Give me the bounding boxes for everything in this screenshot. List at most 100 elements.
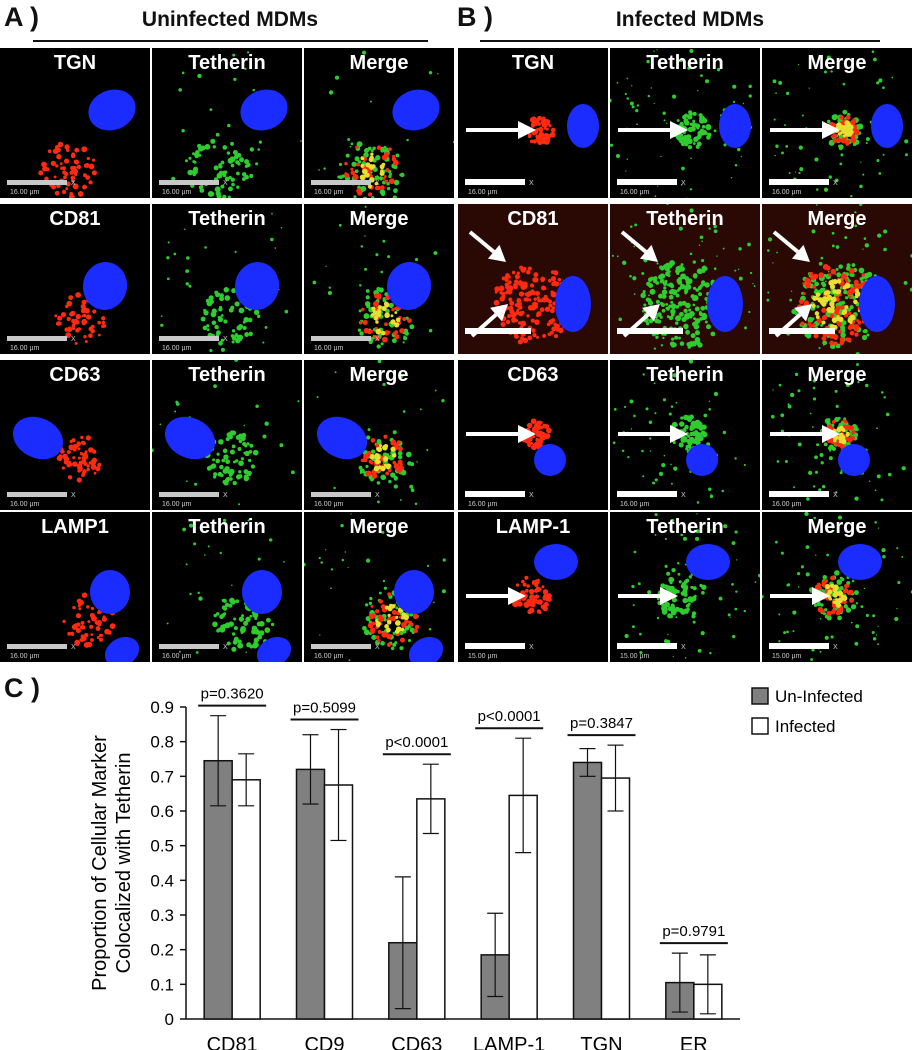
signal-dot (537, 425, 542, 430)
signal-dot (216, 628, 221, 633)
scale-bar (465, 179, 525, 185)
signal-dot (661, 603, 666, 608)
signal-dot (695, 529, 700, 534)
signal-dot (624, 92, 627, 96)
signal-dot (831, 423, 835, 427)
y-axis-label: Proportion of Cellular Marker Colocalized… (89, 735, 135, 991)
signal-dot (613, 408, 617, 411)
micrograph-b-1-tetherin: Tetherin (610, 204, 760, 354)
signal-dot (220, 314, 224, 317)
signal-dot (631, 105, 635, 109)
signal-dot (505, 284, 511, 290)
signal-dot (625, 170, 627, 172)
signal-dot (166, 622, 169, 625)
nucleus (555, 276, 591, 332)
signal-dot (639, 632, 642, 636)
signal-dot (382, 176, 386, 180)
signal-dot (541, 585, 545, 589)
signal-dot (433, 601, 435, 604)
signal-dot (834, 389, 838, 393)
signal-dot (347, 138, 351, 141)
signal-dot (534, 118, 538, 123)
signal-dot (661, 289, 668, 295)
signal-dot (398, 446, 403, 451)
y-tick-label: 0.7 (150, 767, 174, 786)
signal-dot (624, 633, 629, 639)
signal-dot (241, 172, 247, 177)
signal-dot (524, 588, 529, 593)
signal-dot (81, 299, 87, 305)
signal-dot (653, 347, 657, 350)
signal-dot (344, 172, 350, 178)
signal-dot (834, 178, 839, 183)
signal-dot (534, 305, 539, 309)
signal-dot (824, 418, 831, 424)
nucleus (871, 104, 903, 148)
signal-dot (90, 464, 97, 470)
signal-dot (262, 341, 265, 344)
signal-dot (633, 293, 636, 295)
signal-dot (152, 448, 154, 453)
signal-dot (374, 181, 379, 186)
signal-dot (696, 141, 702, 147)
signal-dot (399, 328, 405, 334)
signal-dot (338, 162, 343, 167)
signal-dot (398, 607, 402, 612)
signal-dot (797, 442, 802, 447)
tile-label-tetherin: Tetherin (646, 364, 724, 386)
signal-dot (371, 195, 375, 198)
signal-dot (813, 333, 819, 339)
signal-dot (361, 50, 367, 55)
signal-dot (853, 128, 860, 135)
scale-label: 15.00 µm (468, 653, 498, 660)
signal-dot (210, 463, 217, 469)
signal-dot (83, 335, 87, 339)
bar-un-infected-cd9 (295, 768, 326, 1020)
y-tick-label: 0.8 (150, 733, 174, 752)
signal-dot (212, 475, 217, 479)
signal-dot (357, 185, 361, 190)
signal-dot (852, 604, 857, 608)
tile-label-tetherin: Tetherin (646, 52, 724, 74)
signal-dot (875, 634, 878, 636)
signal-dot (381, 530, 385, 534)
signal-dot (662, 111, 666, 115)
scale-bar (311, 492, 371, 497)
signal-dot (738, 247, 742, 251)
micrograph-a-1-tetherin: Tetherin X 16.00 µm (152, 204, 302, 354)
signal-dot (77, 456, 81, 460)
signal-dot (395, 615, 399, 620)
signal-dot (648, 420, 653, 424)
signal-dot (547, 299, 553, 304)
signal-dot (416, 461, 418, 463)
scale-x-mark: X (681, 492, 686, 499)
signal-dot (318, 169, 320, 171)
signal-dot (247, 519, 250, 522)
signal-dot (249, 614, 253, 618)
signal-dot (849, 321, 853, 325)
signal-dot (55, 164, 59, 168)
arrow-shaft (772, 230, 799, 254)
signal-dot (845, 115, 851, 120)
signal-dot (880, 498, 884, 502)
signal-dot (352, 173, 359, 180)
signal-dot (428, 70, 433, 75)
signal-dot (848, 295, 852, 299)
signal-dot (370, 149, 374, 153)
nucleus (256, 636, 292, 662)
signal-dot (679, 341, 685, 346)
signal-dot (76, 598, 81, 603)
signal-dot (647, 590, 652, 595)
signal-dot (185, 269, 190, 274)
signal-dot (257, 634, 263, 640)
tile-label-marker: CD81 (49, 208, 101, 230)
signal-dot (820, 323, 824, 327)
signal-dot (802, 282, 806, 286)
signal-dot (671, 597, 677, 603)
signal-dot (632, 276, 637, 281)
signal-dot (426, 564, 430, 568)
signal-dot (841, 595, 848, 601)
signal-dot (508, 297, 513, 302)
signal-dot (361, 168, 368, 175)
